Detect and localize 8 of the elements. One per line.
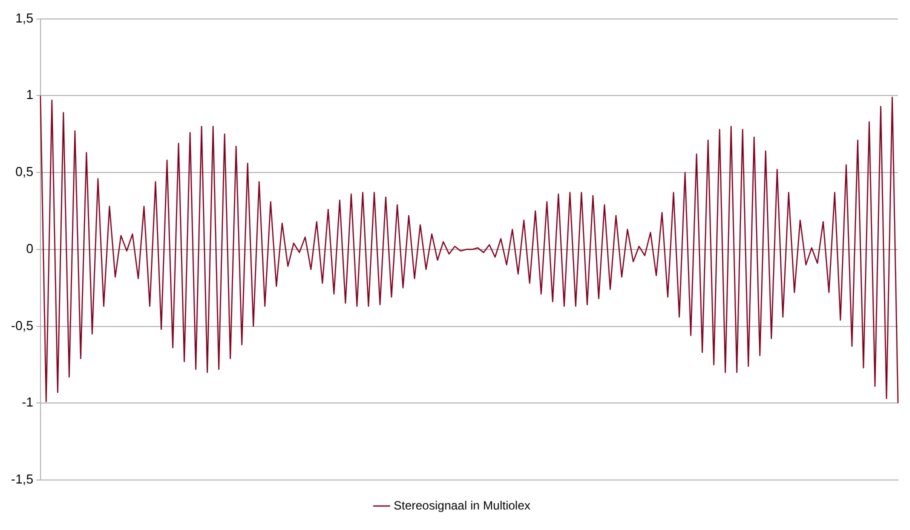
legend-label: Stereosignaal in Multiolex [394, 498, 530, 512]
y-tick-label: 0 [26, 240, 34, 256]
y-tick-label: -1,5 [10, 472, 34, 487]
y-tick-label: 1,5 [15, 10, 34, 26]
y-tick-label: 1 [26, 87, 34, 102]
y-tick-label: 0,5 [15, 164, 34, 180]
y-tick-label: -0,5 [10, 318, 34, 333]
y-tick-label: -1 [22, 394, 34, 410]
